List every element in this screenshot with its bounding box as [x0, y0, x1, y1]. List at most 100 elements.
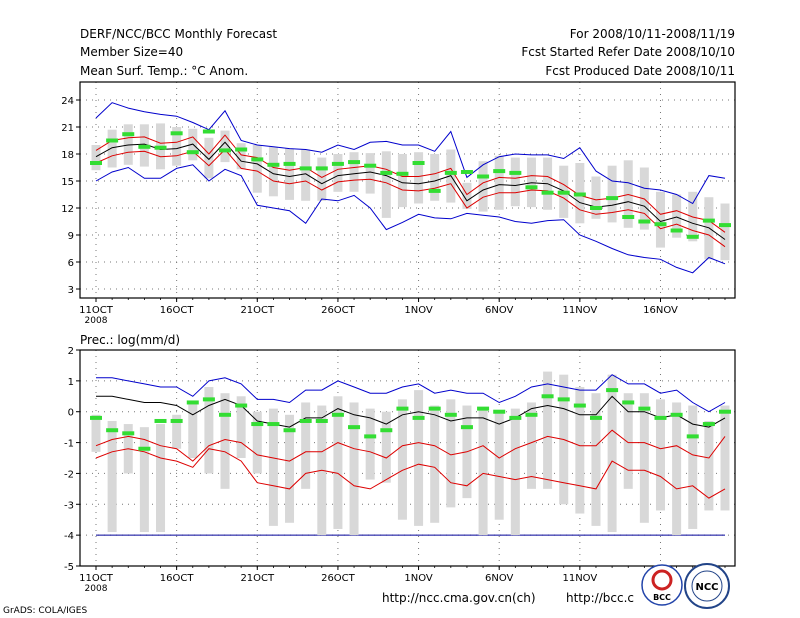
temp-observed-mark-2	[122, 132, 135, 137]
precip-spread-bar-5	[172, 414, 182, 449]
precip-observed-mark-19	[396, 406, 409, 411]
temp-observed-mark-11	[267, 162, 280, 167]
precip-xtick-label-5: 6NOV	[485, 573, 514, 584]
precip-spread-bar-31	[591, 393, 601, 526]
ncc-logo: NCC	[684, 563, 730, 609]
precip-spread-bar-25	[494, 411, 504, 520]
temp-observed-mark-0	[90, 161, 102, 165]
temp-line-ensemble-mean	[95, 141, 726, 240]
precip-spread-bar-11	[268, 408, 278, 526]
temp-observed-mark-20	[412, 161, 425, 165]
precip-spread-bar-9	[236, 396, 246, 458]
header-title: DERF/NCC/BCC Monthly Forecast	[80, 27, 277, 41]
precip-spread-bar-0	[91, 414, 101, 452]
temp-observed-mark-10	[251, 157, 264, 162]
temp-xtick-label-5: 6NOV	[485, 305, 514, 316]
temp-observed-mark-39	[719, 223, 731, 228]
footer-url-ch[interactable]: http://ncc.cma.gov.cn(ch)	[382, 591, 536, 605]
precip-observed-mark-6	[186, 400, 199, 405]
temp-observed-mark-16	[348, 160, 361, 165]
temp-observed-mark-15	[331, 161, 344, 166]
precip-spread-bar-4	[156, 424, 166, 533]
temp-observed-mark-14	[315, 166, 328, 171]
precip-observed-mark-23	[460, 425, 473, 430]
temp-observed-mark-3	[138, 144, 151, 149]
header: DERF/NCC/BCC Monthly Forecast Member Siz…	[80, 27, 735, 78]
temp-spread-bar-9	[236, 143, 246, 170]
precip-spread-bar-13	[301, 402, 311, 489]
precip-observed-mark-17	[364, 434, 377, 439]
precip-spread-bar-28	[543, 371, 553, 489]
precip-lines	[95, 374, 726, 499]
temp-observed-mark-38	[702, 218, 715, 223]
precip-ytick-label-1: -4	[64, 531, 74, 542]
precip-observed-mark-3	[138, 446, 151, 451]
temperature-lines	[95, 102, 726, 274]
precip-spread-bar-32	[607, 374, 617, 533]
temp-xtick-label-4: 1NOV	[404, 305, 433, 316]
precip-observed-mark-21	[428, 406, 441, 411]
precip-xtick-label-0: 11OCT	[79, 573, 114, 584]
temp-spread-bar-16	[349, 152, 359, 192]
precip-observed-mark-31	[589, 415, 602, 420]
precip-ytick-label-4: -1	[64, 439, 74, 450]
ncc-logo-ring	[684, 563, 730, 609]
temp-observed-mark-33	[622, 215, 635, 219]
bcc-logo: BCC	[641, 564, 683, 606]
temp-observed-mark-29	[557, 190, 570, 195]
precip-observed-mark-25	[493, 409, 506, 414]
temp-observed-mark-27	[525, 185, 538, 190]
precip-observed-mark-24	[477, 406, 490, 411]
precip-observed-mark-34	[638, 406, 651, 411]
temp-line-ensemble-max	[95, 102, 726, 205]
temp-spread-bar-20	[414, 152, 424, 204]
precip-spread-bar-15	[333, 396, 343, 529]
temp-ytick-label-2: 9	[68, 231, 74, 242]
temp-observed-mark-4	[154, 145, 167, 150]
precip-line-ensemble-max	[96, 374, 726, 413]
temp-observed-mark-21	[428, 188, 441, 193]
temp-observed-mark-36	[670, 228, 683, 233]
precip-title: Prec.: log(mm/d)	[80, 333, 180, 347]
temperature-plot-frame	[79, 81, 736, 299]
temp-observed-mark-12	[283, 161, 296, 166]
temp-spread-bar-5	[172, 127, 182, 166]
precip-observed-mark-13	[299, 418, 312, 423]
precip-spread-bar-19	[397, 399, 407, 520]
precip-line-mean-1-std	[95, 429, 726, 462]
header-period: For 2008/10/11-2008/11/19	[570, 27, 735, 41]
temp-spread-bar-17	[365, 153, 375, 194]
temp-observed-mark-25	[493, 169, 506, 174]
temp-observed-mark-23	[460, 170, 473, 174]
precip-ytick-label-5: 0	[68, 408, 74, 419]
bcc-logo-text: BCC	[653, 593, 671, 602]
temp-spread-bar-18	[381, 151, 391, 218]
temp-observed-mark-24	[477, 174, 490, 179]
precip-observed-mark-27	[525, 412, 538, 417]
header-refer-date: Fcst Started Refer Date 2008/10/10	[521, 45, 735, 59]
precip-observed-mark-22	[444, 412, 457, 417]
precip-spread-bar-24	[478, 408, 488, 536]
temp-observed-mark-32	[606, 196, 619, 201]
precip-observed-mark-39	[719, 409, 731, 414]
precip-observed-mark-0	[90, 415, 102, 420]
precip-ytick-label-3: -2	[64, 469, 74, 480]
temp-spread-bar-35	[655, 191, 665, 248]
precip-spread-bar-20	[414, 390, 424, 526]
header-variable: Mean Surf. Temp.: °C Anom.	[80, 64, 248, 78]
ncc-logo-text: NCC	[695, 582, 718, 593]
precip-x-axis: 11OCT16OCT21OCT26OCT1NOV6NOV11NOV16NOV20…	[79, 566, 726, 594]
temp-line-mean-1-std	[95, 134, 726, 233]
precip-observed-mark-4	[154, 418, 167, 423]
footer-url-en[interactable]: http://bcc.c	[566, 591, 634, 605]
temperature-spread-bars	[91, 123, 730, 261]
precip-observed-mark-37	[686, 434, 699, 439]
temp-observed-mark-6	[186, 150, 199, 155]
temp-xtick-label-7: 16NOV	[643, 305, 678, 316]
temp-xtick-label-1: 16OCT	[160, 305, 195, 316]
precip-spread-bar-22	[446, 399, 456, 508]
precip-observed-mark-7	[202, 397, 215, 402]
precip-observed-mark-30	[573, 403, 586, 408]
precip-spread-bar-17	[365, 408, 375, 480]
